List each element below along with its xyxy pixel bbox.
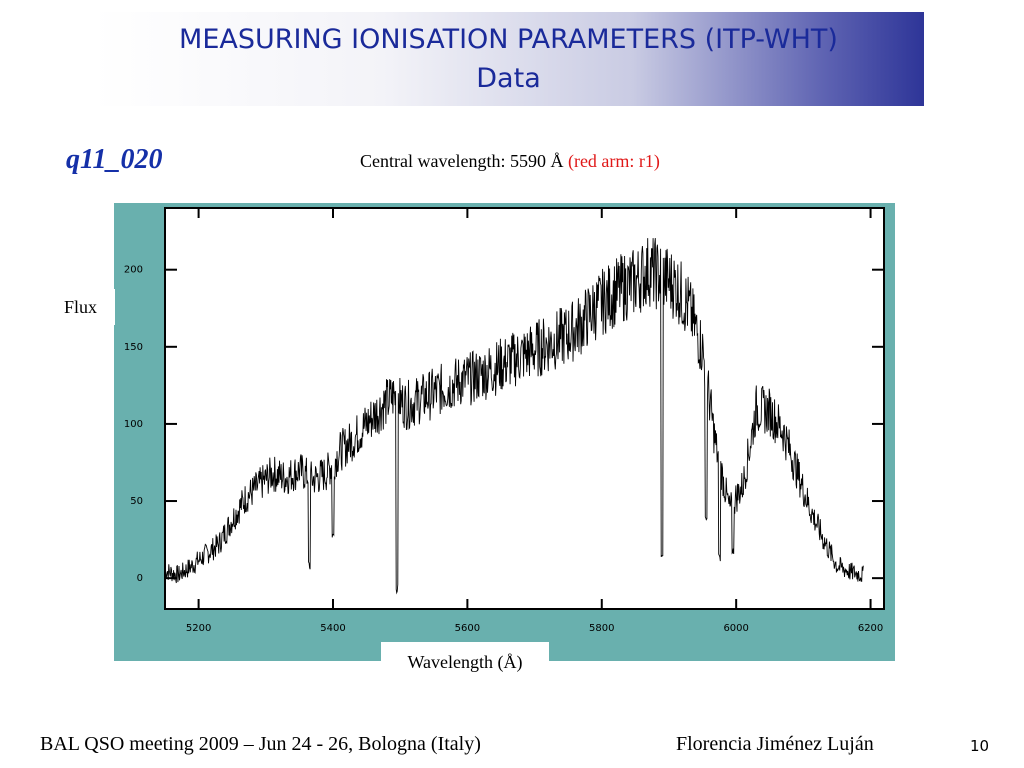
plot-frame — [164, 207, 885, 610]
y-axis-label: Flux — [58, 289, 115, 325]
object-name: q11_020 — [66, 144, 163, 175]
footer-author: Florencia Jiménez Luján — [676, 733, 874, 755]
arm-note: (red arm: r1) — [567, 151, 660, 171]
y-tick-label: 200 — [124, 265, 143, 276]
slide-title: MEASURING IONISATION PARAMETERS (ITP-WHT… — [179, 24, 838, 55]
spectrum-line — [164, 238, 864, 595]
footer-meeting: BAL QSO meeting 2009 – Jun 24 - 26, Bolo… — [40, 733, 481, 755]
spectrum-plot: 5200 5400 5600 5800 6000 6200 0 50 100 150 200 — [114, 203, 895, 661]
slide-subtitle: Data — [476, 63, 541, 94]
y-tick-label: 0 — [137, 573, 143, 584]
spectrum-chart: 5200 5400 5600 5800 6000 6200 0 50 100 150 200 — [124, 207, 885, 634]
x-tick-label: 5200 — [186, 623, 211, 634]
y-tick-label: 50 — [130, 496, 143, 507]
x-tick-label: 6200 — [858, 623, 883, 634]
central-wavelength-caption: Central wavelength: 5590 Å (red arm: r1) — [360, 151, 660, 172]
x-tick-label: 5800 — [589, 623, 614, 634]
title-banner: MEASURING IONISATION PARAMETERS (ITP-WHT… — [93, 12, 924, 106]
x-tick-label: 6000 — [723, 623, 748, 634]
x-tick-label: 5600 — [455, 623, 480, 634]
x-axis-label: Wavelength (Å) — [381, 642, 549, 682]
x-tick-label: 5400 — [320, 623, 345, 634]
page-number: 10 — [970, 737, 990, 755]
central-wavelength-text: Central wavelength: 5590 Å — [360, 151, 564, 171]
y-tick-label: 150 — [124, 342, 143, 353]
y-tick-label: 100 — [124, 419, 143, 430]
